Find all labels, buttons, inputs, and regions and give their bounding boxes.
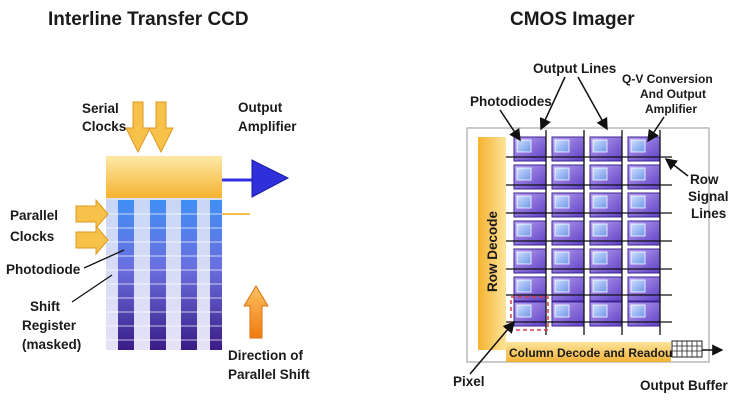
output-lines-leader-2: [577, 76, 608, 131]
photodiode-label: Photodiode: [6, 262, 81, 277]
serial-register: [106, 156, 222, 198]
shift-register-leader: [71, 274, 113, 303]
cmos-title: CMOS Imager: [510, 9, 635, 30]
photodiodes-label: Photodiodes: [470, 94, 552, 109]
output-buffer-grid: [671, 340, 724, 358]
cmos-grid-lines: [506, 130, 672, 335]
output-amplifier-triangle: [222, 159, 290, 198]
column-decode-bar: [506, 342, 671, 362]
serial-clocks-label-2: Clocks: [82, 119, 126, 134]
output-buffer-label: Output Buffer: [640, 378, 728, 393]
shift-register-label-1: Shift: [30, 299, 60, 314]
column-decode-label: Column Decode and Readout: [509, 346, 676, 360]
serial-clock-arrows: [125, 101, 174, 154]
shift-register-label-3: (masked): [22, 337, 81, 352]
cmos-pixel: [551, 276, 585, 302]
photodiode-leader: [83, 249, 125, 269]
qv-leader: [647, 116, 665, 143]
parallel-clocks-label-1: Parallel: [10, 208, 58, 223]
output-amplifier-label-2: Amplifier: [238, 119, 297, 134]
row-signal-label-1: Row: [690, 172, 719, 187]
parallel-shift-arrow: [243, 285, 269, 339]
row-signal-leader: [664, 158, 689, 177]
output-lines-label: Output Lines: [533, 61, 616, 76]
direction-label-2: Parallel Shift: [228, 367, 310, 382]
shift-register-label-2: Register: [22, 318, 77, 333]
qv-label-3: Amplifier: [645, 102, 697, 116]
ccd-title: Interline Transfer CCD: [48, 9, 249, 30]
direction-label-1: Direction of: [228, 348, 304, 363]
output-amplifier-label-1: Output: [238, 100, 283, 115]
row-decode-label: Row Decode: [485, 210, 500, 292]
row-signal-label-3: Lines: [691, 206, 726, 221]
parallel-clock-arrows: [75, 198, 109, 256]
pixel-label: Pixel: [453, 374, 485, 389]
qv-label-1: Q-V Conversion: [622, 72, 713, 86]
row-decode-bar: [478, 137, 506, 350]
photodiodes-leader: [499, 109, 521, 142]
row-signal-label-2: Signal: [688, 189, 729, 204]
ccd-pixel-array: [106, 198, 250, 350]
parallel-clocks-label-2: Clocks: [10, 229, 54, 244]
qv-label-2: And Output: [640, 87, 706, 101]
cmos-pixel: [627, 276, 661, 302]
pixel-leader: [469, 320, 515, 375]
cmos-pixel: [589, 276, 623, 302]
serial-clocks-label-1: Serial: [82, 101, 119, 116]
output-lines-leader-1: [539, 76, 566, 131]
